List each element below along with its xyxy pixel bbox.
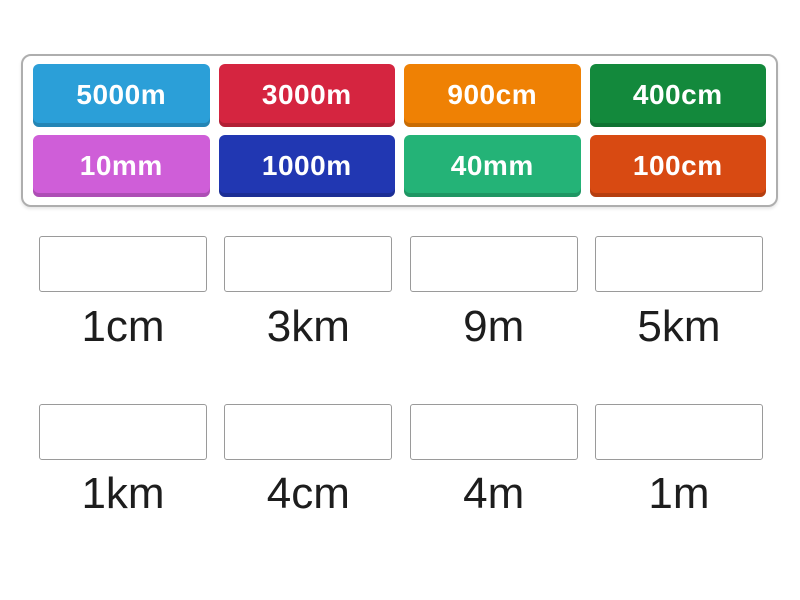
label-row-1: 1cm 3km 9m 5km <box>39 300 763 354</box>
drop-slot-row-1 <box>39 236 763 292</box>
draggable-tile-100cm[interactable]: 100cm <box>589 134 766 197</box>
drop-slot-row-2 <box>39 404 763 460</box>
match-label-1cm: 1cm <box>81 302 165 351</box>
match-label-4cm: 4cm <box>266 469 350 518</box>
draggable-tile-1000m[interactable]: 1000m <box>218 134 395 197</box>
match-label-5km: 5km <box>637 302 721 351</box>
match-label-3km: 3km <box>266 302 350 351</box>
label-row-2: 1km 4cm 4m 1m <box>39 467 763 521</box>
drop-slot-1km[interactable] <box>39 404 207 460</box>
drop-slot-3km[interactable] <box>224 236 393 292</box>
draggable-tile-5000m[interactable]: 5000m <box>33 64 210 127</box>
draggable-tile-40mm[interactable]: 40mm <box>404 134 581 197</box>
drop-slot-4m[interactable] <box>409 404 578 460</box>
match-label-4m: 4m <box>463 469 525 518</box>
draggable-tile-10mm[interactable]: 10mm <box>33 134 210 197</box>
tile-tray: 5000m 3000m 900cm 400cm 10mm 1000m 40mm … <box>21 54 778 207</box>
match-label-1m: 1m <box>648 469 710 518</box>
draggable-tile-400cm[interactable]: 400cm <box>589 64 766 127</box>
match-label-1km: 1km <box>81 469 165 518</box>
drop-slot-1cm[interactable] <box>39 236 207 292</box>
drop-slot-5km[interactable] <box>594 236 763 292</box>
match-label-9m: 9m <box>463 302 525 351</box>
drop-slot-9m[interactable] <box>409 236 578 292</box>
draggable-tile-900cm[interactable]: 900cm <box>404 64 581 127</box>
drop-slot-4cm[interactable] <box>224 404 393 460</box>
draggable-tile-3000m[interactable]: 3000m <box>218 64 395 127</box>
drop-slot-1m[interactable] <box>594 404 763 460</box>
